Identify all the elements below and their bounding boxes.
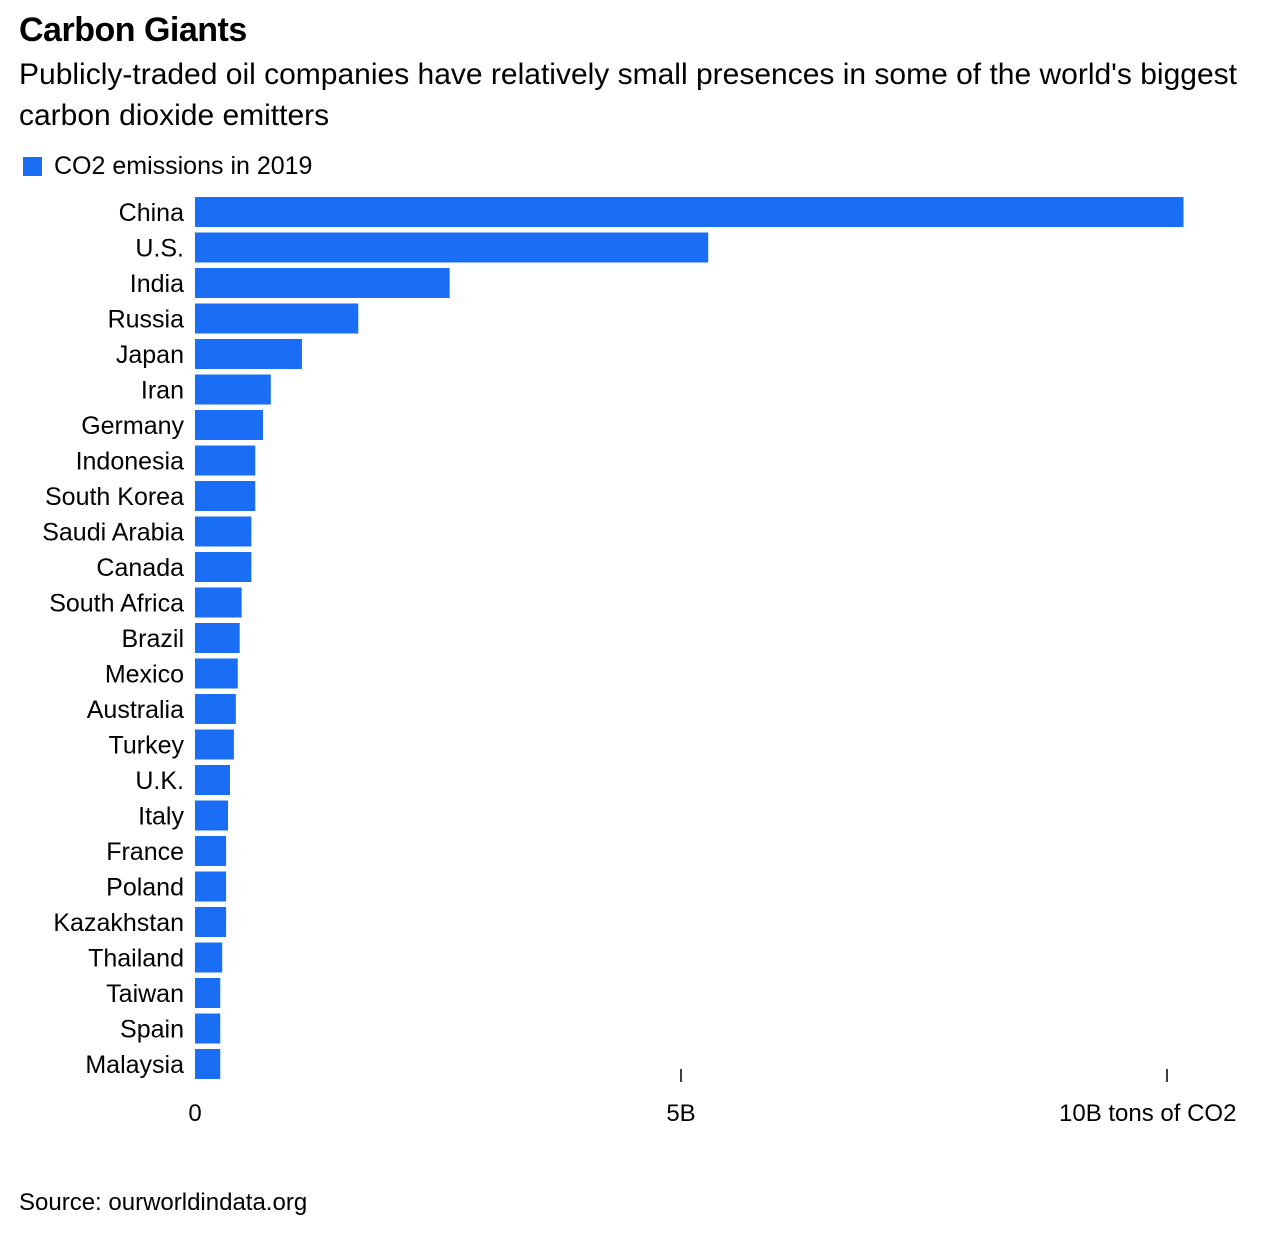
legend-swatch — [23, 157, 42, 176]
bar-chart: China U.S. India Russia Japan Iran Germany Indo… — [42, 197, 1236, 1127]
bar-u-k — [195, 765, 230, 795]
bar-indonesia — [195, 445, 256, 476]
chart-legend: CO2 emissions in 2019 — [23, 152, 312, 181]
bar-malaysia — [195, 1049, 221, 1079]
category-label: Indonesia — [76, 448, 185, 476]
bar-canada — [195, 552, 252, 582]
bar-japan — [195, 339, 302, 369]
chart-subtitle: Publicly-traded oil companies have relat… — [19, 58, 1237, 132]
bar-russia — [195, 303, 359, 334]
legend-label: CO2 emissions in 2019 — [54, 152, 313, 180]
chart-title: Carbon Giants — [19, 11, 247, 49]
category-label: Italy — [138, 803, 184, 831]
x-axis: 0 5B 10B tons of CO2 — [188, 1069, 1236, 1127]
category-label: Germany — [81, 412, 184, 440]
category-label: South Korea — [45, 483, 184, 511]
category-label: Canada — [96, 554, 184, 582]
category-label: Turkey — [109, 732, 185, 760]
bar-iran — [195, 374, 271, 405]
bar-kazakhstan — [195, 907, 227, 937]
bar-thailand — [195, 942, 223, 973]
category-label: Spain — [120, 1016, 184, 1044]
x-tick-label: 10B tons of CO2 — [1059, 1100, 1236, 1127]
bar-u-s — [195, 232, 709, 263]
bar-brazil — [195, 623, 240, 653]
bars-layer — [195, 197, 1184, 1079]
category-label: Saudi Arabia — [42, 519, 184, 547]
source-note: Source: ourworldindata.org — [19, 1189, 308, 1216]
bar-south-africa — [195, 587, 242, 618]
category-label: India — [130, 270, 184, 298]
category-label: Iran — [141, 377, 184, 405]
category-label: China — [119, 199, 184, 227]
category-labels: China U.S. India Russia Japan Iran Germany Indo… — [42, 199, 184, 1079]
bar-spain — [195, 1013, 221, 1044]
category-label: Russia — [108, 306, 185, 334]
bar-taiwan — [195, 978, 221, 1008]
category-label: Australia — [87, 696, 184, 724]
category-label: Japan — [116, 341, 184, 369]
bar-italy — [195, 800, 229, 831]
category-label: Malaysia — [85, 1051, 184, 1079]
category-label: Taiwan — [106, 980, 184, 1008]
category-label: Mexico — [105, 661, 184, 689]
bar-poland — [195, 871, 227, 902]
bar-india — [195, 268, 450, 298]
bar-turkey — [195, 729, 234, 760]
category-label: South Africa — [49, 590, 184, 618]
category-label: Thailand — [88, 945, 184, 973]
bar-france — [195, 836, 227, 866]
category-label: Kazakhstan — [53, 909, 184, 937]
category-label: France — [106, 838, 184, 866]
x-tick-label: 0 — [188, 1100, 201, 1127]
category-label: U.K. — [135, 767, 184, 795]
bar-germany — [195, 410, 264, 440]
bar-saudi-arabia — [195, 516, 252, 547]
category-label: Brazil — [121, 625, 184, 653]
category-label: Poland — [106, 874, 184, 902]
bar-china — [195, 197, 1184, 227]
x-tick-label: 5B — [666, 1100, 695, 1127]
bar-australia — [195, 694, 236, 724]
category-label: U.S. — [135, 235, 184, 263]
bar-south-korea — [195, 481, 256, 511]
bar-mexico — [195, 658, 238, 689]
